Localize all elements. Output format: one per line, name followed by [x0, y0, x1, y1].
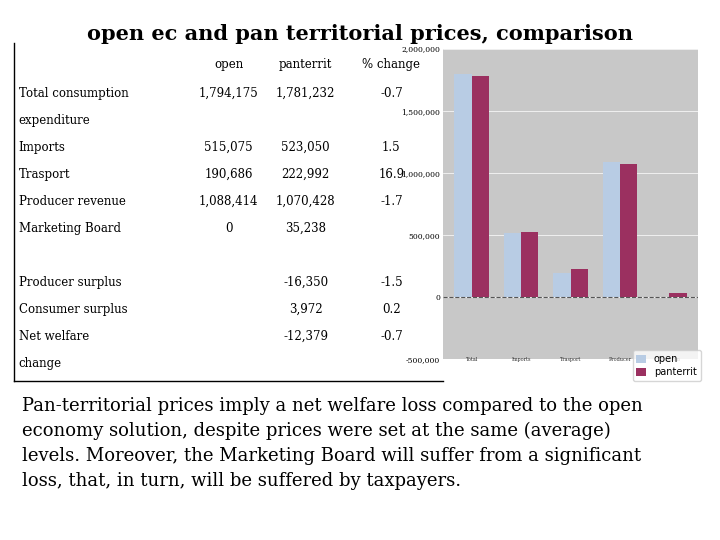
Text: -1.7: -1.7 — [380, 195, 402, 208]
Text: 1.5: 1.5 — [382, 141, 401, 154]
Legend: open, panterrit: open, panterrit — [633, 350, 701, 381]
Text: 1,088,414: 1,088,414 — [199, 195, 258, 208]
Bar — [603, 162, 620, 297]
Text: Producer surplus: Producer surplus — [19, 276, 121, 289]
Text: Net welfare: Net welfare — [19, 330, 89, 343]
Text: 35,238: 35,238 — [285, 222, 326, 235]
Text: -12,379: -12,379 — [283, 330, 328, 343]
Bar — [472, 76, 489, 297]
Text: Trasport: Trasport — [560, 356, 581, 362]
Text: panterrit: panterrit — [279, 58, 333, 71]
Text: 523,050: 523,050 — [282, 141, 330, 154]
Text: Marketing Board: Marketing Board — [19, 222, 121, 235]
Text: Pan-territorial prices imply a net welfare loss compared to the open
economy sol: Pan-territorial prices imply a net welfa… — [22, 397, 642, 490]
Text: expenditure: expenditure — [19, 114, 91, 127]
Bar — [553, 273, 571, 297]
Text: Total consumption: Total consumption — [19, 87, 128, 100]
Text: -16,350: -16,350 — [283, 276, 328, 289]
Text: % change: % change — [362, 58, 420, 71]
Text: 1,781,232: 1,781,232 — [276, 87, 336, 100]
Text: open ec and pan territorial prices, comparison: open ec and pan territorial prices, comp… — [87, 24, 633, 44]
Text: Consumer surplus: Consumer surplus — [19, 303, 127, 316]
Text: 16.9: 16.9 — [378, 168, 405, 181]
Text: -0.7: -0.7 — [380, 330, 402, 343]
Text: 1,794,175: 1,794,175 — [199, 87, 258, 100]
Text: 3,972: 3,972 — [289, 303, 323, 316]
Text: 190,686: 190,686 — [204, 168, 253, 181]
Text: Total: Total — [466, 356, 478, 362]
Bar — [521, 232, 539, 297]
Text: Producer revenue: Producer revenue — [19, 195, 125, 208]
Text: Producer: Producer — [608, 356, 631, 362]
Text: Imports: Imports — [19, 141, 66, 154]
Text: Trasport: Trasport — [19, 168, 70, 181]
Text: 1,070,428: 1,070,428 — [276, 195, 336, 208]
Text: -0.7: -0.7 — [380, 87, 402, 100]
Bar — [504, 233, 521, 297]
Text: 515,075: 515,075 — [204, 141, 253, 154]
Text: 0.2: 0.2 — [382, 303, 401, 316]
Bar — [670, 293, 687, 297]
Text: change: change — [19, 357, 62, 370]
Text: 0: 0 — [225, 222, 233, 235]
Text: open: open — [214, 58, 243, 71]
Bar — [571, 269, 588, 297]
Text: 222,992: 222,992 — [282, 168, 330, 181]
Text: Imports: Imports — [511, 356, 531, 362]
Text: Marketin: Marketin — [658, 356, 681, 362]
Bar — [620, 164, 637, 297]
Bar — [454, 74, 472, 297]
Text: -1.5: -1.5 — [380, 276, 402, 289]
